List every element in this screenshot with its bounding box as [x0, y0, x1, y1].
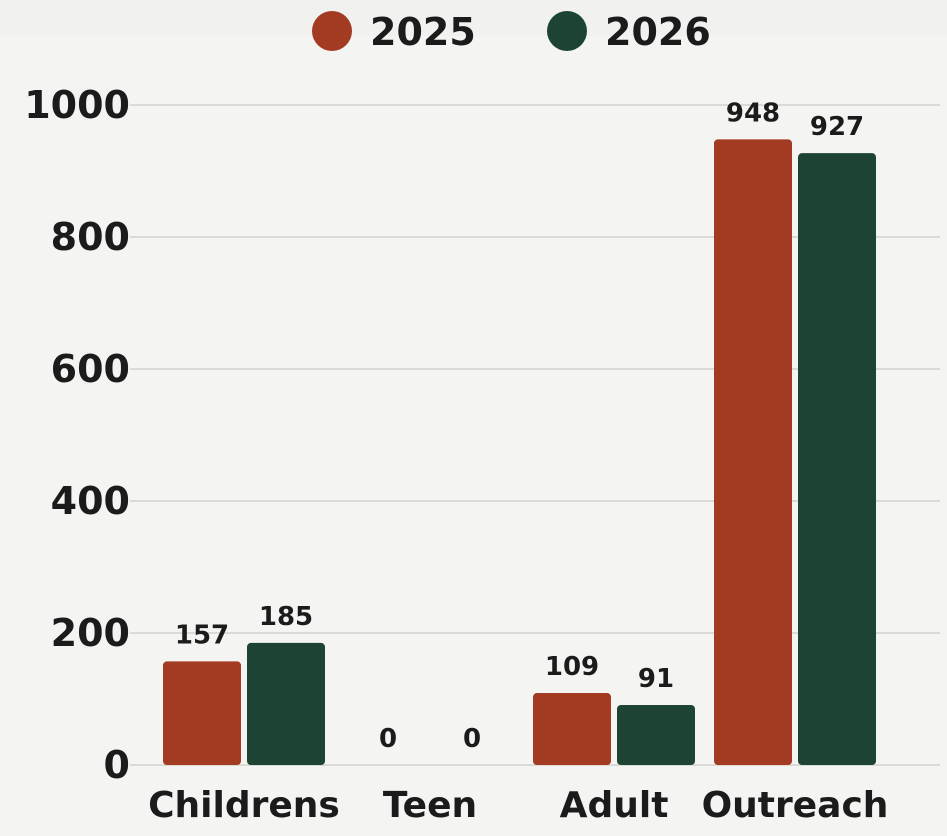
data-label-adult-2026: 91: [638, 664, 674, 694]
data-label-childrens-2025: 157: [175, 620, 229, 650]
legend-label-2026: 2026: [605, 10, 711, 54]
x-tick-label-teen: Teen: [383, 785, 477, 826]
bar-childrens-2025: [163, 661, 241, 765]
x-axis: Childrens Teen Adult Outreach: [148, 785, 888, 826]
bar-adult-2026: [617, 704, 695, 765]
data-label-outreach-2025: 948: [726, 98, 780, 128]
bar-childrens-2026: [247, 642, 325, 765]
data-label-outreach-2026: 927: [810, 112, 864, 142]
y-tick-label: 0: [104, 743, 130, 787]
y-tick-label: 600: [51, 347, 130, 391]
data-label-childrens-2026: 185: [259, 602, 313, 632]
y-tick-label: 1000: [24, 83, 130, 127]
x-tick-label-outreach: Outreach: [702, 785, 889, 826]
x-tick-label-adult: Adult: [560, 785, 669, 826]
bar-outreach-2025: [714, 139, 792, 765]
legend: 2025 2026: [312, 10, 711, 54]
legend-label-2025: 2025: [370, 10, 476, 54]
y-tick-label: 200: [51, 611, 130, 655]
legend-swatch-2026: [547, 11, 587, 51]
y-axis: 0 200 400 600 800 1000: [24, 83, 130, 787]
data-label-teen-2025: 0: [379, 724, 397, 754]
legend-swatch-2025: [312, 11, 352, 51]
y-tick-label: 800: [51, 215, 130, 259]
y-tick-label: 400: [51, 479, 130, 523]
x-tick-label-childrens: Childrens: [148, 785, 340, 826]
data-label-teen-2026: 0: [463, 724, 481, 754]
data-label-adult-2025: 109: [545, 652, 599, 682]
bar-outreach-2026: [798, 153, 876, 765]
data-labels: 157 185 0 0 109 91 948 927: [175, 98, 864, 754]
bar-adult-2025: [533, 693, 611, 765]
bars: [163, 139, 876, 765]
